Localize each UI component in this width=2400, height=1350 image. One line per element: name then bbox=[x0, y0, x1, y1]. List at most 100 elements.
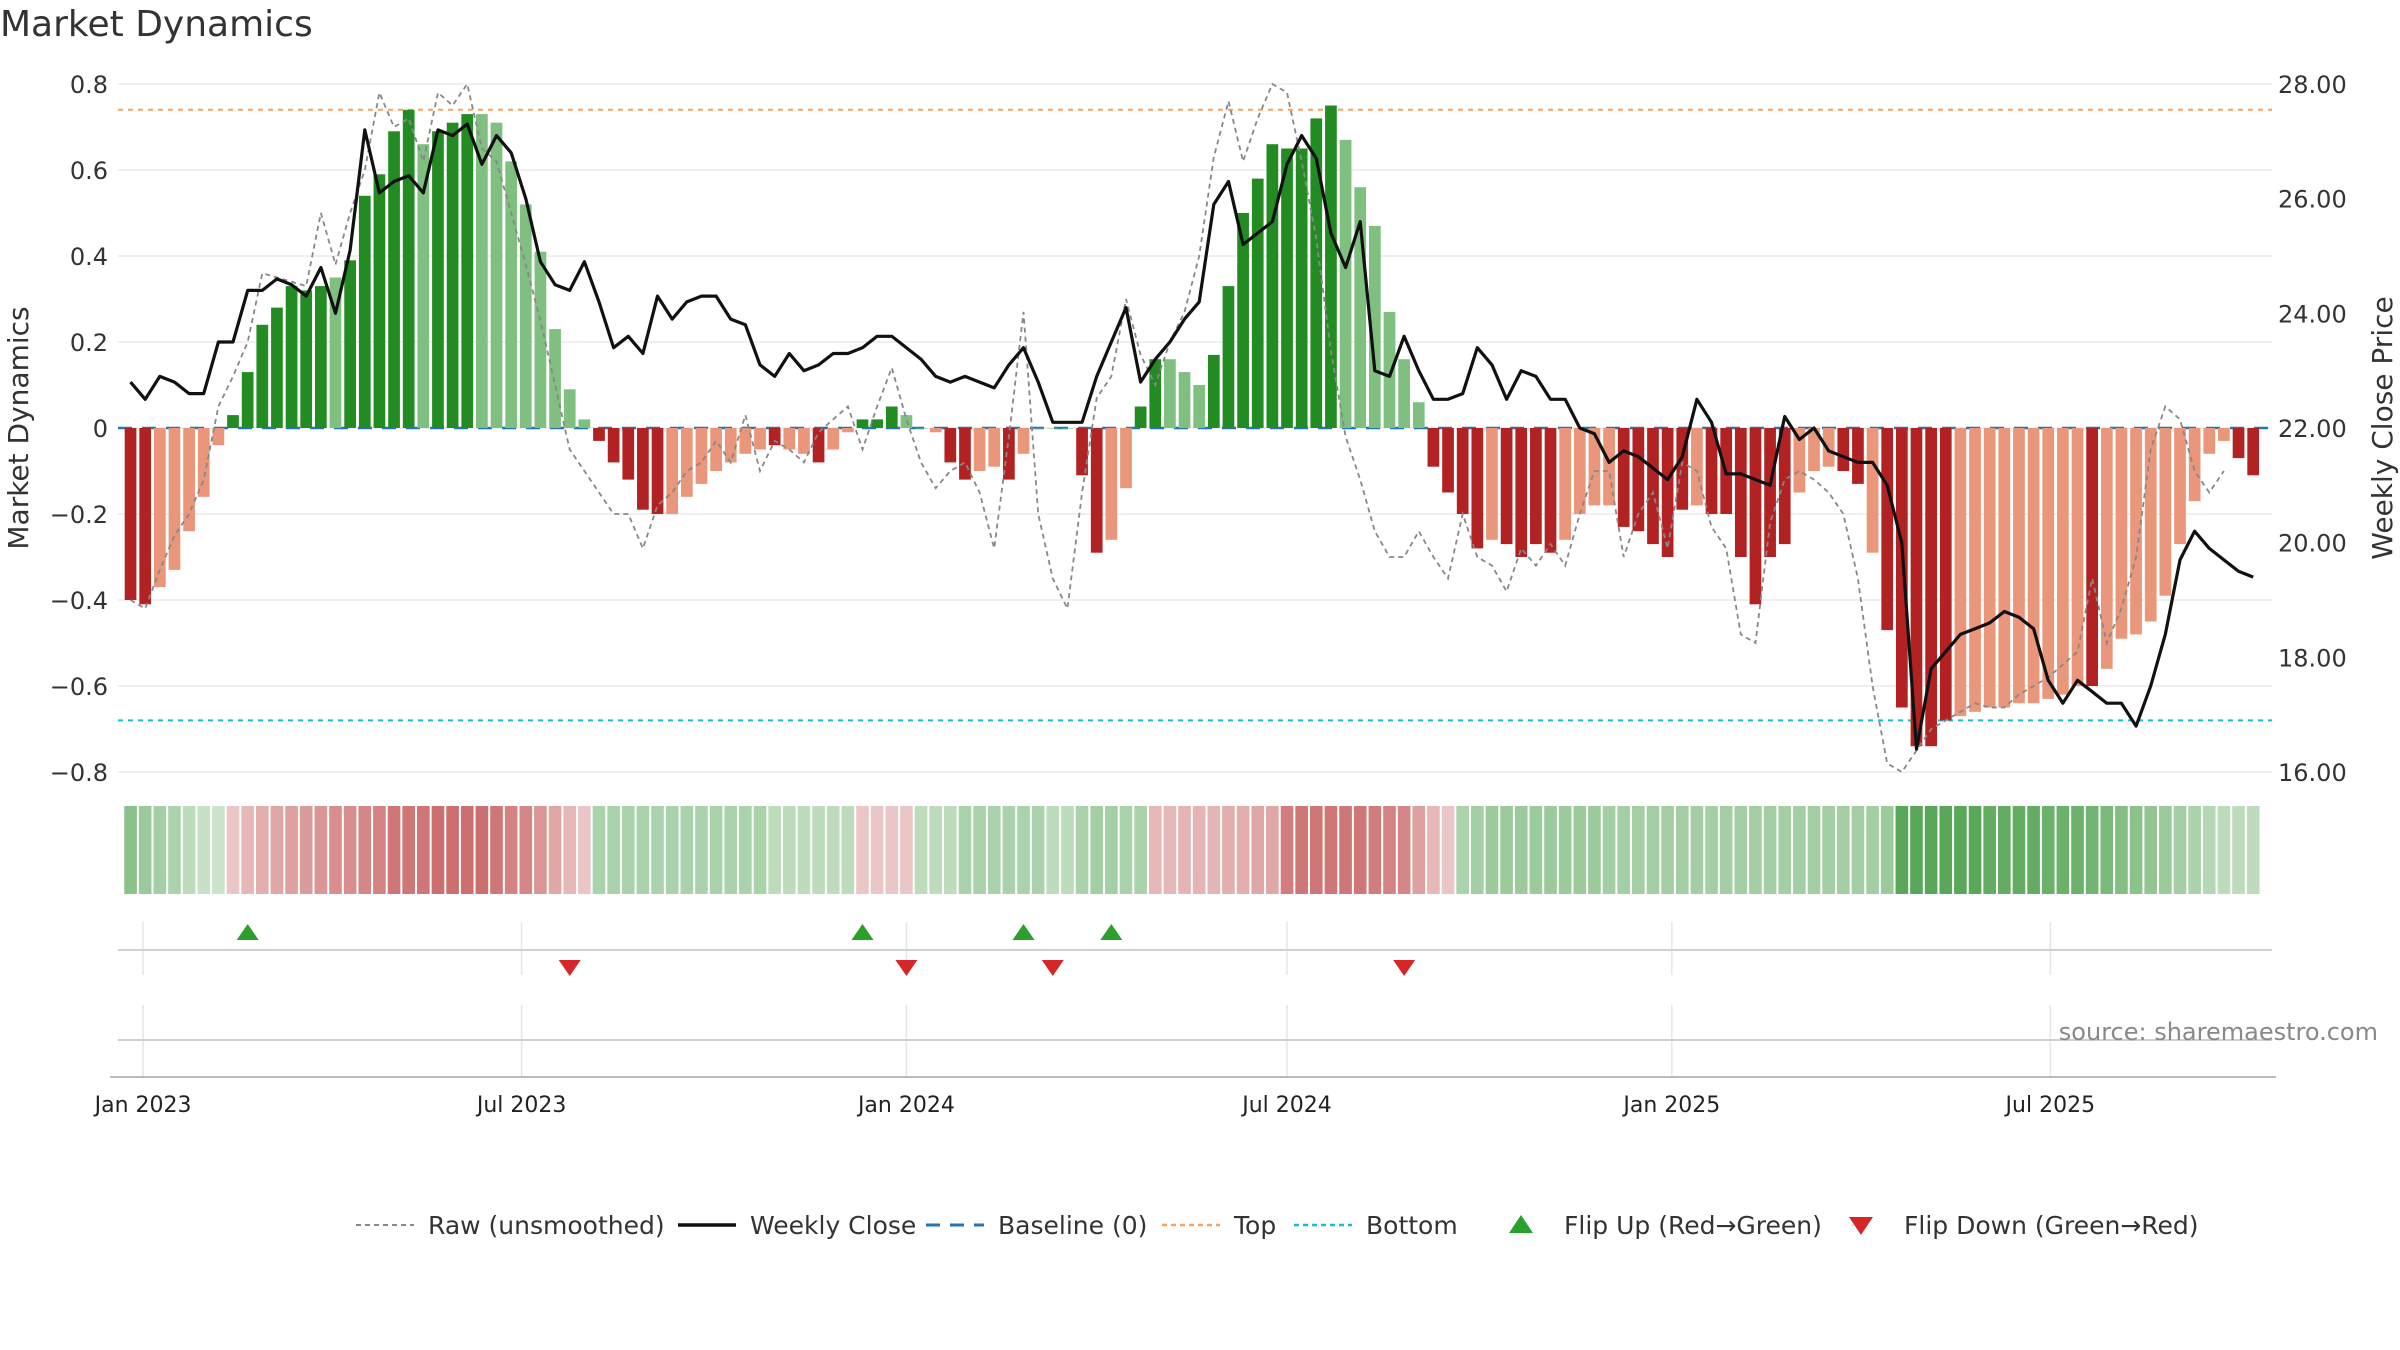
regime-cell bbox=[1148, 806, 1162, 894]
dynamics-bar bbox=[1090, 428, 1103, 553]
left-axis-label: Market Dynamics bbox=[2, 306, 35, 549]
regime-cell bbox=[124, 806, 137, 894]
dynamics-bar bbox=[549, 329, 561, 428]
dynamics-bar bbox=[1676, 428, 1689, 510]
regime-cell bbox=[1105, 806, 1118, 894]
left-tick-label: −0.8 bbox=[50, 759, 108, 787]
dynamics-bar bbox=[1822, 428, 1835, 467]
dynamics-bar bbox=[929, 428, 942, 433]
regime-cell bbox=[1836, 806, 1850, 894]
dynamics-bar bbox=[227, 415, 239, 428]
regime-cell bbox=[1939, 806, 1953, 894]
left-tick-label: 0.6 bbox=[70, 157, 108, 185]
dynamics-bar bbox=[461, 114, 474, 428]
dynamics-bar bbox=[988, 428, 1001, 467]
dynamics-bar bbox=[563, 389, 576, 428]
dynamics-bar bbox=[124, 428, 137, 600]
regime-cell bbox=[900, 806, 913, 894]
regime-cell bbox=[1192, 806, 1206, 894]
dynamics-bar bbox=[1295, 148, 1308, 428]
regime-cell bbox=[2129, 806, 2143, 894]
dynamics-bar bbox=[856, 419, 869, 428]
regime-cell bbox=[1719, 806, 1733, 894]
regime-cell bbox=[958, 806, 972, 894]
dynamics-bar bbox=[534, 251, 547, 428]
dynamics-bar bbox=[2042, 428, 2055, 699]
dynamics-bar bbox=[1120, 428, 1132, 489]
regime-cell bbox=[1910, 806, 1923, 894]
dynamics-bar bbox=[1398, 359, 1410, 428]
regime-cell bbox=[1236, 806, 1250, 894]
dynamics-bar bbox=[637, 428, 649, 510]
regime-cell bbox=[695, 806, 708, 894]
dynamics-bar bbox=[183, 428, 195, 532]
dynamics-bar bbox=[1661, 428, 1674, 557]
regime-cell bbox=[768, 806, 781, 894]
regime-cell bbox=[1983, 806, 1996, 894]
regime-cell bbox=[548, 806, 562, 894]
regime-cell bbox=[1558, 806, 1572, 894]
regime-cell bbox=[2232, 806, 2245, 894]
regime-cell bbox=[665, 806, 679, 894]
regime-cell bbox=[343, 806, 357, 894]
dynamics-bar bbox=[256, 324, 269, 428]
regime-cell bbox=[329, 806, 342, 894]
dynamics-bar bbox=[476, 114, 488, 428]
regime-cell bbox=[358, 806, 372, 894]
dynamics-bar bbox=[1105, 428, 1118, 540]
regime-cell bbox=[1617, 806, 1631, 894]
dynamics-bar bbox=[1003, 428, 1015, 480]
regime-cell bbox=[197, 806, 211, 894]
regime-cell bbox=[168, 806, 181, 894]
dynamics-bar bbox=[1427, 428, 1440, 467]
left-tick-label: 0.4 bbox=[70, 243, 108, 271]
regime-cell bbox=[2202, 806, 2216, 894]
regime-cell bbox=[870, 806, 884, 894]
regime-cell bbox=[460, 806, 474, 894]
dynamics-bar bbox=[1969, 428, 1981, 712]
regime-cell bbox=[987, 806, 1001, 894]
regime-cell bbox=[1690, 806, 1704, 894]
flip-markers bbox=[236, 924, 1416, 976]
dynamics-bar bbox=[739, 428, 752, 454]
regime-cell bbox=[2100, 806, 2114, 894]
dynamics-bar bbox=[1207, 354, 1220, 428]
dynamics-bar bbox=[417, 144, 430, 428]
regime-cell bbox=[212, 806, 225, 894]
regime-cell bbox=[563, 806, 577, 894]
regime-band bbox=[124, 806, 2260, 894]
regime-cell bbox=[1017, 806, 1030, 894]
regime-cell bbox=[519, 806, 533, 894]
regime-cell bbox=[387, 806, 401, 894]
regime-cell bbox=[1661, 806, 1674, 894]
regime-cell bbox=[856, 806, 869, 894]
legend-item: Raw (unsmoothed) bbox=[356, 1211, 665, 1240]
dynamics-bar bbox=[1368, 225, 1381, 428]
regime-cell bbox=[621, 806, 635, 894]
legend-item: Bottom bbox=[1294, 1211, 1458, 1240]
chart-title: Market Dynamics bbox=[0, 4, 313, 45]
dynamics-bar bbox=[1617, 428, 1630, 527]
dynamics-bar bbox=[724, 428, 737, 463]
regime-cell bbox=[944, 806, 957, 894]
regime-cell bbox=[1207, 806, 1221, 894]
dynamics-bar bbox=[300, 290, 313, 428]
x-tick-label: Jan 2025 bbox=[1621, 1093, 1720, 1118]
legend-swatch bbox=[1509, 1215, 1533, 1233]
dynamics-bar bbox=[680, 428, 693, 497]
dynamics-bar bbox=[2188, 428, 2201, 502]
regime-cell bbox=[2085, 806, 2099, 894]
regime-cell bbox=[2246, 806, 2260, 894]
legend-label: Baseline (0) bbox=[998, 1211, 1147, 1240]
regime-cell bbox=[1895, 806, 1909, 894]
dynamics-bar bbox=[1149, 359, 1162, 428]
dynamics-bar bbox=[1895, 428, 1908, 708]
regime-cell bbox=[929, 806, 943, 894]
dynamics-bar bbox=[1076, 428, 1088, 476]
dynamics-bar bbox=[1954, 428, 1967, 717]
source-credit: source: sharemaestro.com bbox=[2059, 1018, 2378, 1046]
raw-series bbox=[130, 81, 2225, 774]
dynamics-bar bbox=[153, 428, 166, 588]
regime-cell bbox=[1222, 806, 1235, 894]
left-tick-label: −0.2 bbox=[50, 501, 108, 529]
